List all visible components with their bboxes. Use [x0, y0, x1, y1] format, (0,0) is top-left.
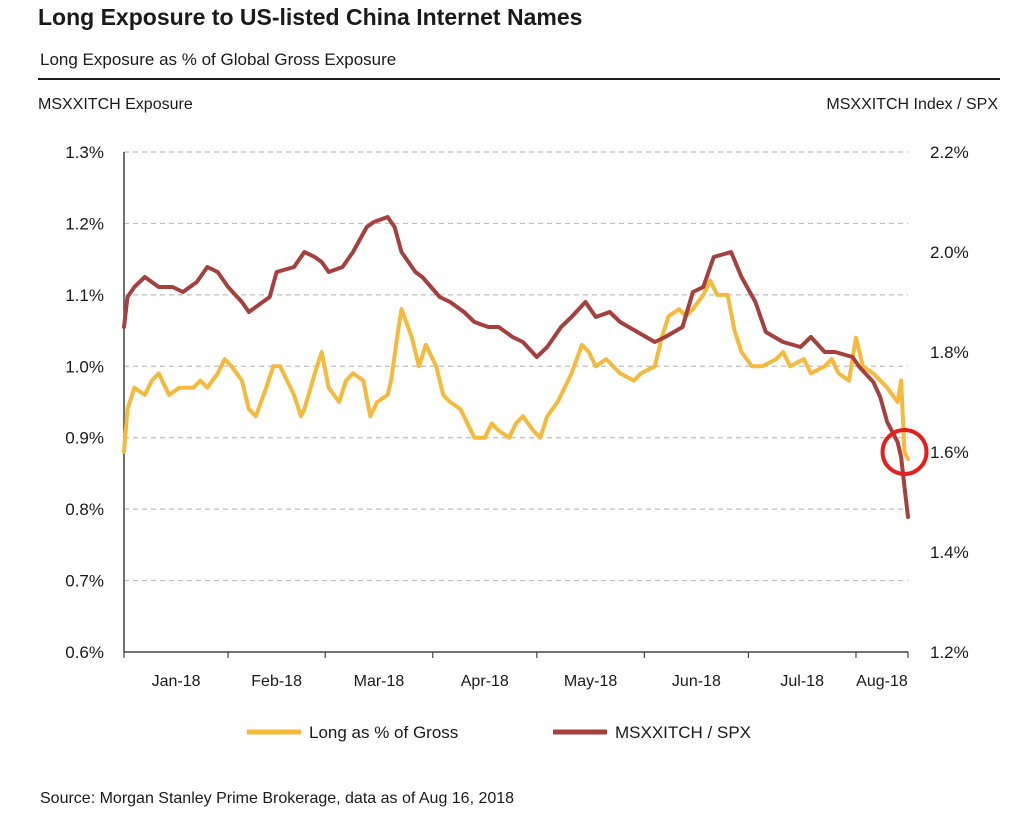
left-tick-label: 1.0% [65, 357, 104, 376]
right-tick-label: 1.4% [930, 543, 969, 562]
left-tick-label: 1.2% [65, 214, 104, 233]
title-divider [38, 78, 1000, 80]
chart-subtitle: Long Exposure as % of Global Gross Expos… [40, 50, 397, 69]
x-tick-label: Aug-18 [856, 673, 908, 690]
left-axis-title: MSXXITCH Exposure [38, 96, 193, 113]
left-axis-ticks: 0.6% 0.7% 0.8% 0.9% 1.0% 1.1% 1.2% 1.3% [65, 143, 104, 662]
highlight-circle [880, 428, 929, 476]
left-tick-label: 0.8% [65, 500, 104, 519]
legend-label: MSXXITCH / SPX [615, 723, 751, 742]
right-axis-title: MSXXITCH Index / SPX [826, 96, 998, 113]
legend-label: Long as % of Gross [309, 723, 458, 742]
right-tick-label: 1.6% [930, 443, 969, 462]
source-note: Source: Morgan Stanley Prime Brokerage, … [40, 790, 515, 807]
axes [123, 152, 908, 653]
x-tick-label: Jun-18 [672, 673, 721, 690]
x-tick-label: Jul-18 [780, 673, 824, 690]
right-tick-label: 1.8% [930, 343, 969, 362]
right-tick-label: 1.2% [930, 643, 969, 662]
right-axis-ticks: 1.2% 1.4% 1.6% 1.8% 2.0% 2.2% [930, 143, 969, 662]
left-tick-label: 0.7% [65, 572, 104, 591]
x-tick-label: Mar-18 [354, 673, 405, 690]
msxxitch-spx-line [122, 215, 910, 519]
x-tick-label: Jan-18 [152, 673, 201, 690]
legend: Long as % of Gross MSXXITCH / SPX [247, 723, 751, 742]
series-lines [122, 215, 910, 519]
x-axis-ticks: Jan-18 Feb-18 Mar-18 Apr-18 May-18 Jun-18 Jul-… [123, 652, 909, 690]
x-tick-label: Feb-18 [251, 673, 302, 690]
right-tick-label: 2.2% [930, 143, 969, 162]
annotations [880, 428, 929, 476]
left-tick-label: 1.3% [65, 143, 104, 162]
long-as-pct-of-gross-line [122, 278, 910, 462]
left-tick-label: 0.9% [65, 429, 104, 448]
left-tick-label: 1.1% [65, 286, 104, 305]
x-tick-label: Apr-18 [461, 673, 509, 690]
x-tick-label: May-18 [564, 673, 617, 690]
gridlines [124, 151, 908, 582]
chart-title: Long Exposure to US-listed China Interne… [38, 4, 583, 30]
right-tick-label: 2.0% [930, 243, 969, 262]
left-tick-label: 0.6% [65, 643, 104, 662]
